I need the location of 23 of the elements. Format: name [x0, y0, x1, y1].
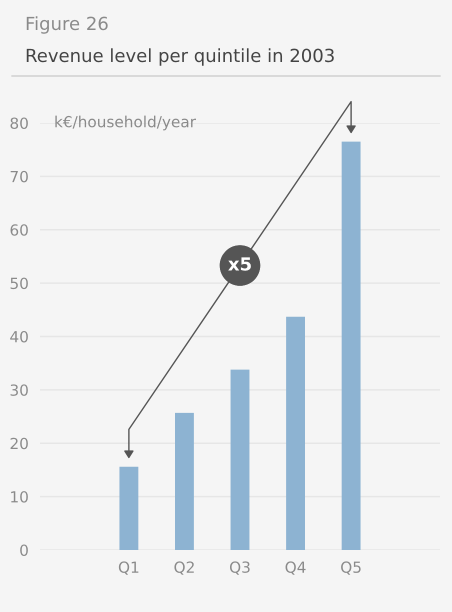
- bar: [119, 466, 138, 550]
- x-tick-label: Q3: [230, 561, 250, 575]
- y-tick-label: 70: [10, 170, 28, 182]
- bar: [175, 412, 194, 550]
- y-tick-label: 50: [10, 278, 28, 290]
- x-tick-label: Q5: [341, 561, 361, 575]
- bar: [342, 142, 361, 550]
- y-tick-label: 30: [10, 384, 28, 396]
- y-tick-label: 0: [20, 544, 28, 556]
- y-axis-title: k€/household/year: [55, 116, 196, 130]
- bar: [286, 316, 305, 550]
- chart-subtitle: Figure 26: [26, 16, 108, 34]
- y-tick-label: 10: [11, 491, 28, 503]
- x-tick-label: Q1: [118, 561, 138, 575]
- y-tick-label: 20: [10, 438, 28, 450]
- annotation: x5: [228, 257, 251, 271]
- y-tick-label: 80: [10, 117, 28, 130]
- x-tick-label: Q2: [174, 561, 194, 575]
- y-tick-label: 40: [10, 330, 28, 343]
- y-tick-label: 60: [10, 224, 28, 236]
- bar: [230, 370, 250, 550]
- chart-title: Revenue level per quintile in 2003: [26, 48, 334, 66]
- x-tick-label: Q4: [286, 561, 306, 575]
